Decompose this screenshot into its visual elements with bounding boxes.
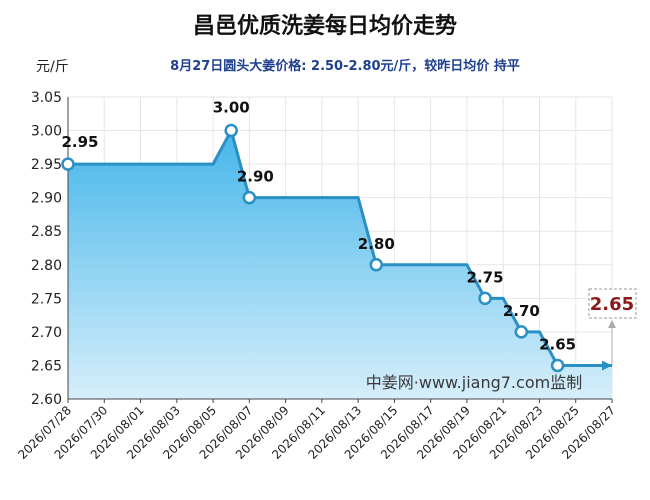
data-point-label: 2.65 [539, 335, 576, 353]
data-point-label: 2.95 [61, 133, 98, 151]
y-tick-label: 2.75 [31, 291, 62, 307]
data-points [61, 123, 565, 373]
data-point-marker [514, 325, 529, 339]
data-point-marker [369, 258, 384, 272]
y-tick-label: 2.65 [31, 358, 62, 374]
data-point-label: 2.70 [503, 302, 540, 320]
chart-subtitle: 8月27日圆头大姜价格: 2.50-2.80元/斤，较昨日均价 持平 [170, 58, 520, 74]
y-tick-label: 2.70 [31, 325, 62, 341]
last-value-callout: 2.65 [588, 288, 637, 364]
watermark: 中姜网·www.jiang7.com监制 [366, 373, 582, 392]
data-labels: 2.95 3.00 2.90 2.80 2.75 2.70 2.65 [61, 99, 576, 354]
axes [67, 97, 613, 403]
data-point-label: 2.75 [467, 268, 504, 286]
data-point-label: 2.80 [358, 235, 395, 253]
last-value-label: 2.65 [590, 294, 634, 315]
y-tick-label: 3.00 [31, 124, 62, 140]
last-value-box [588, 288, 637, 319]
data-point-marker [224, 123, 238, 138]
data-point-label: 3.00 [213, 99, 250, 117]
y-tick-label: 2.95 [31, 157, 62, 173]
y-tick-label: 3.05 [31, 90, 62, 106]
y-axis-unit: 元/斤 [36, 59, 69, 75]
data-point-marker [478, 291, 492, 306]
area-fill [68, 130, 612, 400]
chart-title: 昌邑优质洗姜每日均价走势 [193, 13, 457, 39]
data-point-marker [61, 157, 75, 171]
series-end-arrow [602, 360, 612, 371]
data-point-marker [550, 358, 565, 373]
data-point-marker [242, 190, 257, 205]
x-tick-labels: 2026/07/282026/07/302026/08/012026/08/03… [15, 403, 618, 462]
data-point-label: 2.90 [237, 168, 274, 186]
y-tick-label: 2.80 [31, 258, 62, 274]
y-tick-label: 2.85 [31, 224, 62, 240]
last-value-connector-arrow [608, 320, 616, 328]
y-tick-labels: 2.60 2.65 2.70 2.75 2.80 2.85 2.90 2.95 3.00 3.05 [31, 90, 62, 408]
y-tick-label: 2.90 [31, 191, 62, 207]
y-tick-label: 2.60 [31, 392, 62, 408]
